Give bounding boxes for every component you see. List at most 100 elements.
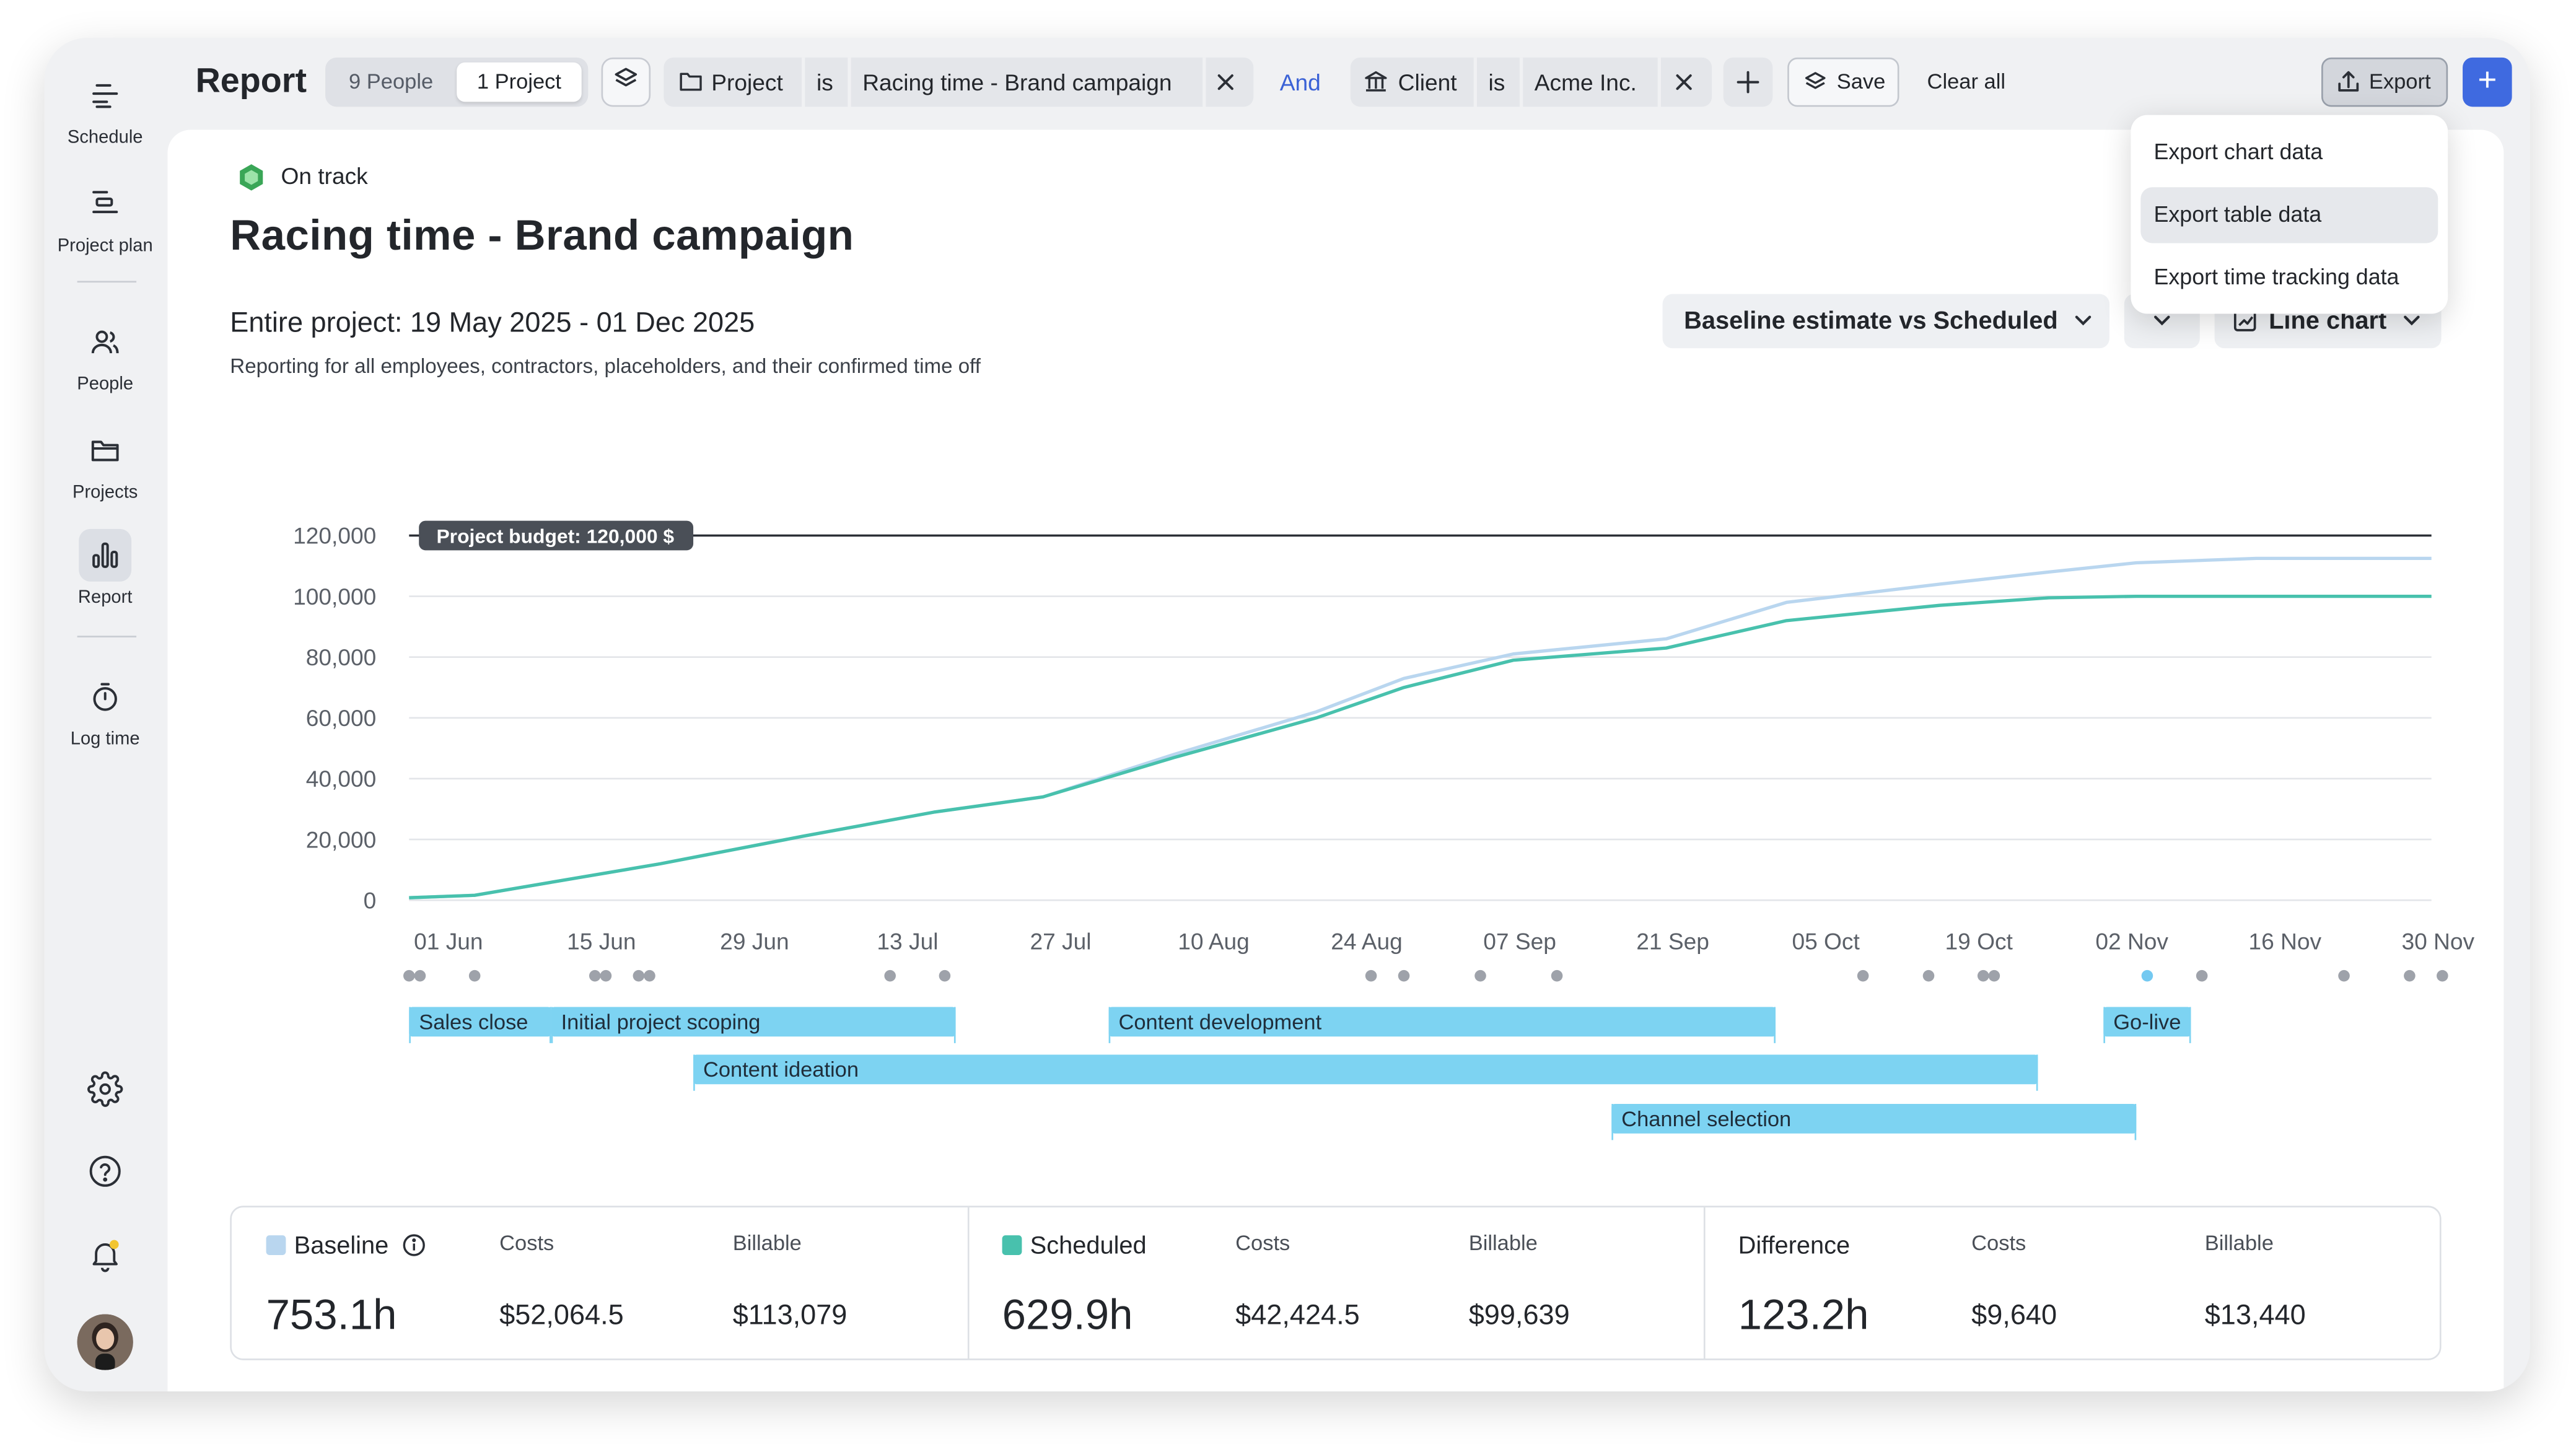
comparison-dropdown[interactable]: Baseline estimate vs Scheduled	[1662, 294, 2109, 349]
phase-bar	[1611, 1104, 2137, 1134]
folder-icon	[79, 424, 131, 476]
scheduled-swatch	[1002, 1235, 1022, 1255]
sidebar-item-log-time[interactable]: Log time	[51, 670, 159, 749]
report-scope-text: Reporting for all employees, contractors…	[230, 354, 981, 378]
phase-bar	[2103, 1007, 2191, 1037]
chevron-down-icon	[2074, 294, 2093, 368]
chevron-down-icon	[2152, 294, 2172, 368]
toolbar: Report 9 People 1 Project Project is Rac…	[167, 38, 2530, 130]
bar-chart-icon	[79, 528, 132, 582]
x-tick-label: 29 Jun	[720, 929, 789, 955]
costs-label: Costs	[1971, 1230, 2026, 1255]
summary-baseline: Baseline 753.1h Costs $52,064.5 Billable…	[232, 1207, 968, 1359]
chevron-down-icon	[2402, 294, 2422, 368]
filter-project-chip[interactable]: Project is Racing time - Brand campaign	[664, 57, 1254, 107]
tab-people[interactable]: 9 People	[349, 69, 434, 94]
upload-icon	[2336, 59, 2361, 121]
x-tick-label: 10 Aug	[1178, 929, 1250, 955]
avatar[interactable]	[77, 1314, 133, 1370]
people-icon	[79, 315, 131, 368]
x-tick-label: 30 Nov	[2401, 929, 2474, 955]
baseline-swatch	[266, 1235, 286, 1255]
filter-client-chip[interactable]: Client is Acme Inc.	[1350, 57, 1712, 107]
x-tick-label: 13 Jul	[877, 929, 938, 955]
x-tick-label: 15 Jun	[567, 929, 636, 955]
milestone-dot	[1988, 969, 2000, 982]
sidebar-item-report[interactable]: Report	[51, 528, 159, 608]
phase-label: Initial project scoping	[561, 1010, 761, 1034]
export-label: Export	[2368, 69, 2431, 94]
filter-field: Project	[711, 69, 783, 95]
baseline-billable: $113,079	[732, 1299, 848, 1331]
project-title: Racing time - Brand campaign	[230, 210, 854, 260]
difference-label: Difference	[1738, 1232, 1851, 1260]
milestone-dot	[2404, 969, 2416, 982]
milestone-dot	[939, 969, 951, 982]
create-new-button[interactable]: +	[2463, 57, 2512, 107]
y-tick-label: 100,000	[293, 584, 376, 610]
milestone-dot	[468, 969, 481, 982]
x-tick-label: 21 Sep	[1636, 929, 1709, 955]
filter-and-label[interactable]: And	[1279, 69, 1321, 95]
project-plan-icon	[79, 177, 131, 230]
milestone-dot	[1398, 969, 1410, 982]
schedule-icon	[79, 69, 131, 121]
add-filter-button[interactable]	[1723, 57, 1773, 107]
info-icon[interactable]	[402, 1234, 425, 1264]
milestone-dot	[2338, 969, 2350, 982]
sidebar-divider	[77, 281, 137, 283]
baseline-costs: $52,064.5	[499, 1299, 624, 1331]
chip-divider	[1203, 57, 1206, 107]
filter-value: Acme Inc.	[1534, 69, 1637, 95]
billable-label: Billable	[2204, 1230, 2274, 1255]
sidebar-item-projects[interactable]: Projects	[51, 424, 159, 502]
plus-icon	[1737, 58, 1759, 107]
x-tick-label: 27 Jul	[1030, 929, 1091, 955]
sidebar: Schedule Project plan People Projects R	[45, 38, 168, 1391]
costs-label: Costs	[499, 1230, 554, 1255]
summary-difference: Difference 123.2h Costs $9,640 Billable …	[1703, 1207, 2440, 1359]
menu-item-export-table-data[interactable]: Export table data	[2140, 187, 2438, 243]
menu-item-export-chart-data[interactable]: Export chart data	[2153, 139, 2323, 165]
layers-button[interactable]	[601, 57, 651, 107]
y-tick-label: 80,000	[306, 644, 377, 670]
clear-all-button[interactable]: Clear all	[1927, 69, 2006, 94]
filter-value: Racing time - Brand campaign	[862, 69, 1172, 95]
phase-bar	[551, 1007, 956, 1037]
sidebar-item-label: Schedule	[67, 128, 143, 148]
status-label: On track	[281, 162, 368, 189]
export-menu: Export chart data Export table data Expo…	[2131, 115, 2448, 314]
phase-label: Content development	[1119, 1010, 1322, 1034]
settings-icon[interactable]	[79, 1063, 131, 1116]
chip-divider	[848, 57, 851, 107]
milestone-dot	[403, 969, 415, 982]
y-tick-label: 40,000	[306, 766, 377, 792]
stopwatch-icon	[79, 670, 131, 723]
help-icon[interactable]	[79, 1145, 131, 1197]
summary-table: Baseline 753.1h Costs $52,064.5 Billable…	[230, 1206, 2442, 1360]
phase-label: Go-live	[2113, 1010, 2181, 1034]
filter-operator: is	[816, 69, 833, 95]
comparison-label: Baseline estimate vs Scheduled	[1684, 307, 2058, 335]
sidebar-item-label: Report	[77, 588, 133, 608]
menu-item-export-time-tracking-data[interactable]: Export time tracking data	[2153, 264, 2399, 289]
sidebar-item-schedule[interactable]: Schedule	[51, 69, 159, 148]
baseline-label: Baseline	[266, 1232, 425, 1263]
save-button[interactable]: Save	[1787, 57, 1899, 107]
report-card: On track Racing time - Brand campaign En…	[167, 129, 2504, 1392]
close-icon[interactable]	[1216, 58, 1235, 107]
chip-divider	[1473, 57, 1477, 107]
milestone-dot	[633, 969, 645, 982]
sidebar-item-project-plan[interactable]: Project plan	[51, 177, 159, 256]
phase-bar	[409, 1007, 551, 1037]
milestone-dot	[884, 969, 896, 982]
sidebar-item-label: Projects	[72, 483, 138, 503]
close-icon[interactable]	[1674, 58, 1694, 107]
export-button[interactable]: Export	[2321, 57, 2448, 107]
sidebar-item-people[interactable]: People	[51, 315, 159, 394]
plus-icon: +	[2477, 62, 2497, 99]
chip-divider	[1657, 57, 1661, 107]
milestone-dot	[2437, 969, 2448, 982]
tab-project[interactable]: 1 Project	[457, 62, 582, 102]
bell-icon[interactable]	[79, 1229, 131, 1282]
